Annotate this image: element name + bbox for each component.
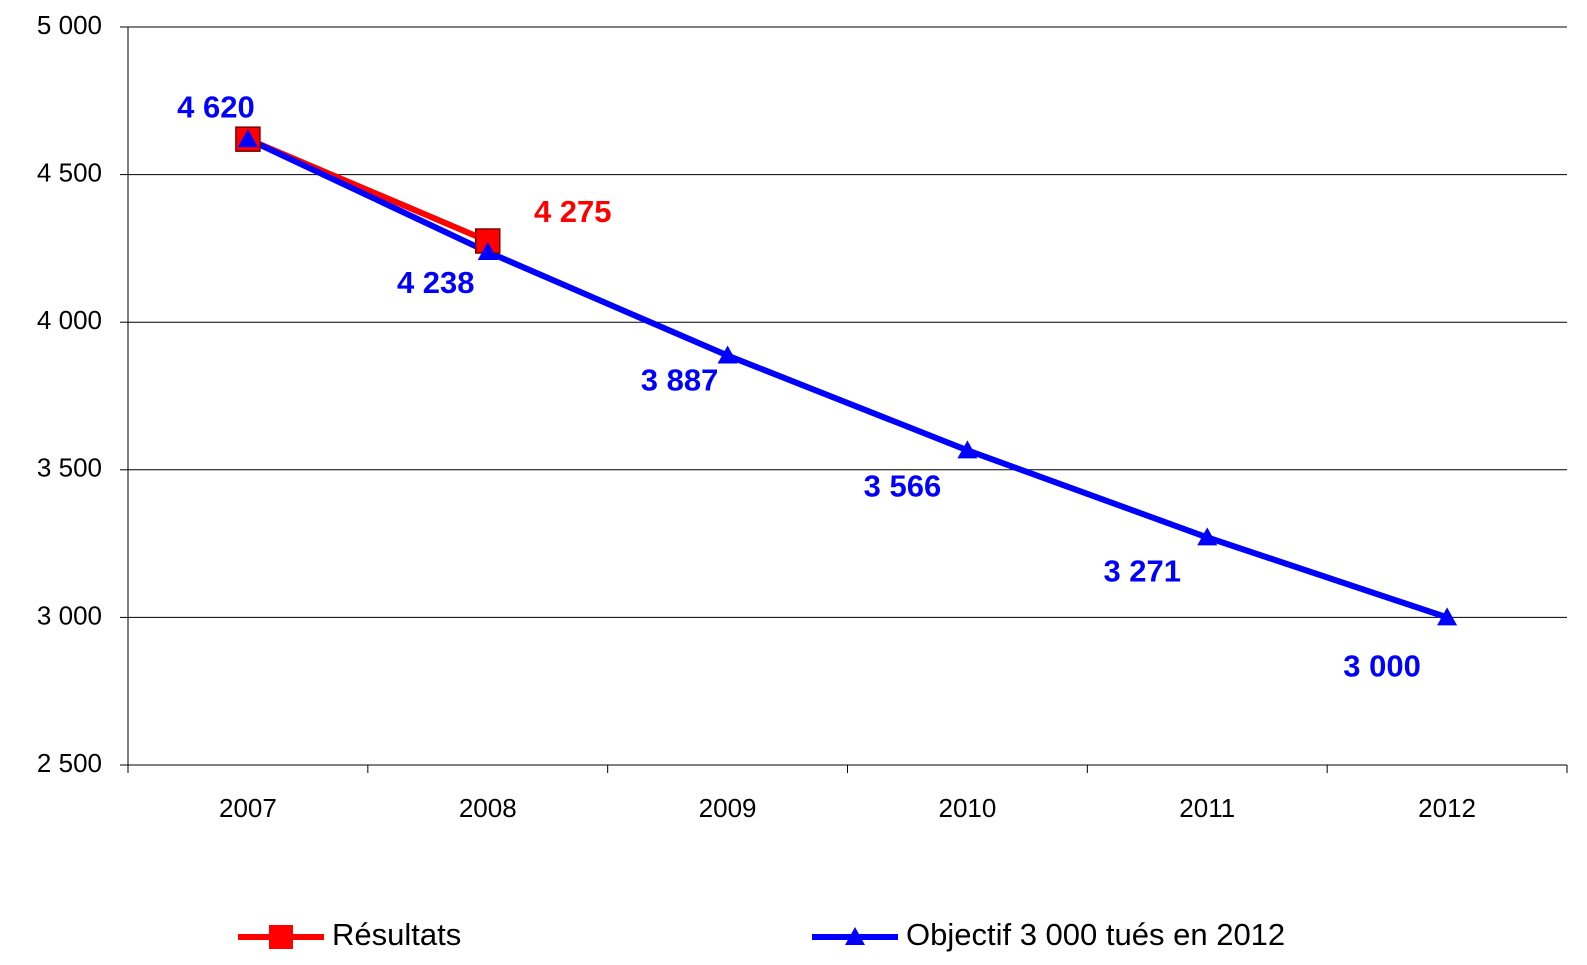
y-tick-label: 3 500 (37, 453, 102, 483)
data-label: 3 566 (864, 469, 942, 504)
data-point (237, 129, 258, 148)
series-line (246, 136, 1449, 621)
y-tick-label: 2 500 (37, 748, 102, 778)
data-label: 3 887 (641, 363, 719, 398)
y-tick-label: 4 500 (37, 157, 102, 187)
legend-marker (845, 927, 865, 945)
legend-marker (269, 925, 293, 949)
data-label: 4 620 (177, 89, 255, 124)
x-tick-label: 2009 (699, 793, 757, 823)
y-tick-label: 5 000 (37, 10, 102, 40)
data-label: 4 275 (534, 194, 612, 229)
data-label: 3 271 (1103, 554, 1181, 589)
y-tick-label: 3 000 (37, 600, 102, 630)
x-tick-label: 2012 (1418, 793, 1476, 823)
data-point (957, 440, 978, 459)
data-point (477, 241, 498, 260)
data-point (717, 345, 738, 364)
data-point (1437, 607, 1458, 626)
x-tick-label: 2011 (1179, 793, 1235, 823)
data-point (1197, 527, 1218, 546)
legend-label: Objectif 3 000 tués en 2012 (906, 917, 1285, 952)
data-label: 3 000 (1343, 649, 1421, 684)
data-label: 4 238 (397, 265, 475, 300)
y-tick-label: 4 000 (37, 305, 102, 335)
x-tick-label: 2008 (459, 793, 517, 823)
legend-label: Résultats (332, 917, 461, 952)
x-tick-label: 2010 (938, 793, 996, 823)
x-tick-label: 2007 (219, 793, 277, 823)
